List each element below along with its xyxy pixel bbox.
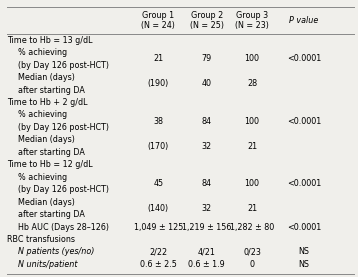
Text: N patients (yes/no): N patients (yes/no) (18, 247, 94, 257)
Text: (by Day 126 post-HCT): (by Day 126 post-HCT) (18, 185, 108, 194)
Text: Time to Hb + 2 g/dL: Time to Hb + 2 g/dL (7, 98, 88, 107)
Text: 1,282 ± 80: 1,282 ± 80 (230, 222, 274, 232)
Text: 2/22: 2/22 (149, 247, 167, 257)
Text: N units/patient: N units/patient (18, 260, 77, 269)
Text: 4/21: 4/21 (198, 247, 216, 257)
Text: 100: 100 (245, 117, 260, 126)
Text: <0.0001: <0.0001 (287, 55, 321, 63)
Text: NS: NS (299, 247, 310, 257)
Text: 40: 40 (202, 79, 212, 88)
Text: 0: 0 (250, 260, 255, 269)
Text: (N = 23): (N = 23) (235, 21, 269, 30)
Text: P value: P value (289, 16, 319, 25)
Text: 32: 32 (202, 204, 212, 213)
Text: <0.0001: <0.0001 (287, 222, 321, 232)
Text: % achieving: % achieving (18, 111, 67, 119)
Text: 0/23: 0/23 (243, 247, 261, 257)
Text: after starting DA: after starting DA (18, 148, 84, 157)
Text: RBC transfusions: RBC transfusions (7, 235, 75, 244)
Text: % achieving: % achieving (18, 173, 67, 182)
Text: Time to Hb = 12 g/dL: Time to Hb = 12 g/dL (7, 160, 93, 169)
Text: (by Day 126 post-HCT): (by Day 126 post-HCT) (18, 123, 108, 132)
Text: 21: 21 (247, 204, 257, 213)
Text: Group 2: Group 2 (191, 11, 223, 20)
Text: Median (days): Median (days) (18, 135, 74, 144)
Text: 79: 79 (202, 55, 212, 63)
Text: 84: 84 (202, 117, 212, 126)
Text: after starting DA: after starting DA (18, 86, 84, 94)
Text: 0.6 ± 1.9: 0.6 ± 1.9 (188, 260, 225, 269)
Text: 100: 100 (245, 179, 260, 188)
Text: 32: 32 (202, 142, 212, 151)
Text: 38: 38 (153, 117, 163, 126)
Text: Group 3: Group 3 (236, 11, 268, 20)
Text: 1,049 ± 125: 1,049 ± 125 (134, 222, 183, 232)
Text: Group 1: Group 1 (142, 11, 174, 20)
Text: 1,219 ± 156: 1,219 ± 156 (182, 222, 232, 232)
Text: Hb AUC (Days 28–126): Hb AUC (Days 28–126) (18, 222, 108, 232)
Text: NS: NS (299, 260, 310, 269)
Text: 0.6 ± 2.5: 0.6 ± 2.5 (140, 260, 176, 269)
Text: % achieving: % achieving (18, 48, 67, 57)
Text: (190): (190) (147, 79, 169, 88)
Text: 100: 100 (245, 55, 260, 63)
Text: Time to Hb = 13 g/dL: Time to Hb = 13 g/dL (7, 36, 93, 45)
Text: (N = 24): (N = 24) (141, 21, 175, 30)
Text: <0.0001: <0.0001 (287, 179, 321, 188)
Text: <0.0001: <0.0001 (287, 117, 321, 126)
Text: (170): (170) (147, 142, 169, 151)
Text: Median (days): Median (days) (18, 73, 74, 82)
Text: Median (days): Median (days) (18, 198, 74, 207)
Text: after starting DA: after starting DA (18, 210, 84, 219)
Text: (by Day 126 post-HCT): (by Day 126 post-HCT) (18, 61, 108, 70)
Text: 84: 84 (202, 179, 212, 188)
Text: 45: 45 (153, 179, 163, 188)
Text: (N = 25): (N = 25) (190, 21, 224, 30)
Text: (140): (140) (147, 204, 169, 213)
Text: 21: 21 (247, 142, 257, 151)
Text: 28: 28 (247, 79, 257, 88)
Text: 21: 21 (153, 55, 163, 63)
